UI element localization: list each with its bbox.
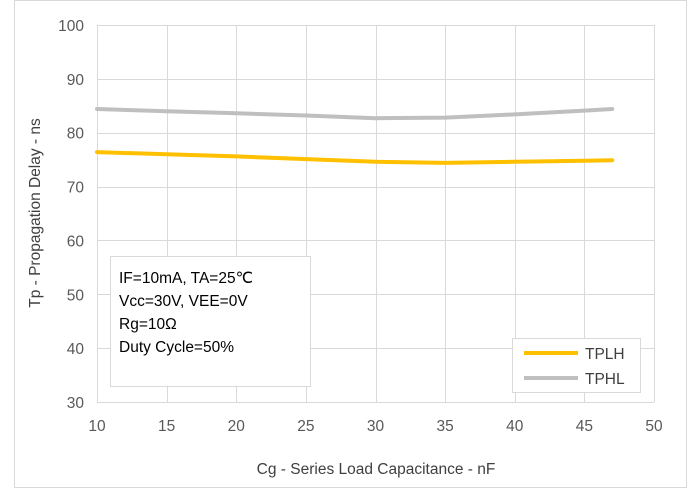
y-tick-label: 80: [67, 126, 85, 143]
legend-box: [512, 338, 641, 393]
y-tick-label: 100: [58, 18, 84, 35]
y-tick-labels: 30 40 50 60 70 80 90 100: [58, 18, 84, 412]
x-tick-label: 50: [645, 418, 663, 435]
x-tick-label: 20: [228, 418, 246, 435]
annotation-line: Duty Cycle=50%: [119, 339, 234, 356]
grid: [97, 25, 655, 403]
x-tick-label: 25: [297, 418, 314, 435]
series-line-tphl: [95, 107, 615, 121]
legend: TPLH TPHL: [524, 346, 625, 388]
x-tick-label: 40: [506, 418, 524, 435]
y-tick-label: 50: [67, 287, 85, 304]
annotation: IF=10mA, TA=25℃ Vcc=30V, VEE=0V Rg=10Ω Duty…: [119, 270, 253, 356]
x-tick-label: 45: [576, 418, 593, 435]
annotation-line: Rg=10Ω: [119, 316, 177, 333]
annotation-box: [110, 256, 311, 387]
annotation-line: IF=10mA, TA=25℃: [119, 270, 253, 287]
x-tick-label: 15: [158, 418, 175, 435]
chart-border: [14, 0, 687, 488]
x-tick-labels: 10 15 20 25 30 35 40 45 50: [88, 418, 663, 435]
legend-label-tphl: TPHL: [585, 371, 625, 388]
series-line-tplh: [95, 150, 615, 165]
x-tick-label: 35: [437, 418, 454, 435]
x-axis-label: Cg - Series Load Capacitance - nF: [257, 461, 496, 478]
y-tick-label: 60: [67, 233, 85, 250]
x-tick-label: 10: [88, 418, 106, 435]
x-tick-label: 30: [367, 418, 385, 435]
y-tick-label: 70: [67, 180, 85, 197]
y-tick-label: 40: [67, 341, 85, 358]
y-axis-label: Tp - Propagation Delay - ns: [27, 118, 44, 308]
annotation-line: Vcc=30V, VEE=0V: [119, 293, 248, 310]
series-lines: [95, 107, 615, 165]
y-tick-label: 30: [67, 395, 85, 412]
y-tick-label: 90: [67, 72, 85, 89]
legend-label-tplh: TPLH: [585, 346, 625, 363]
